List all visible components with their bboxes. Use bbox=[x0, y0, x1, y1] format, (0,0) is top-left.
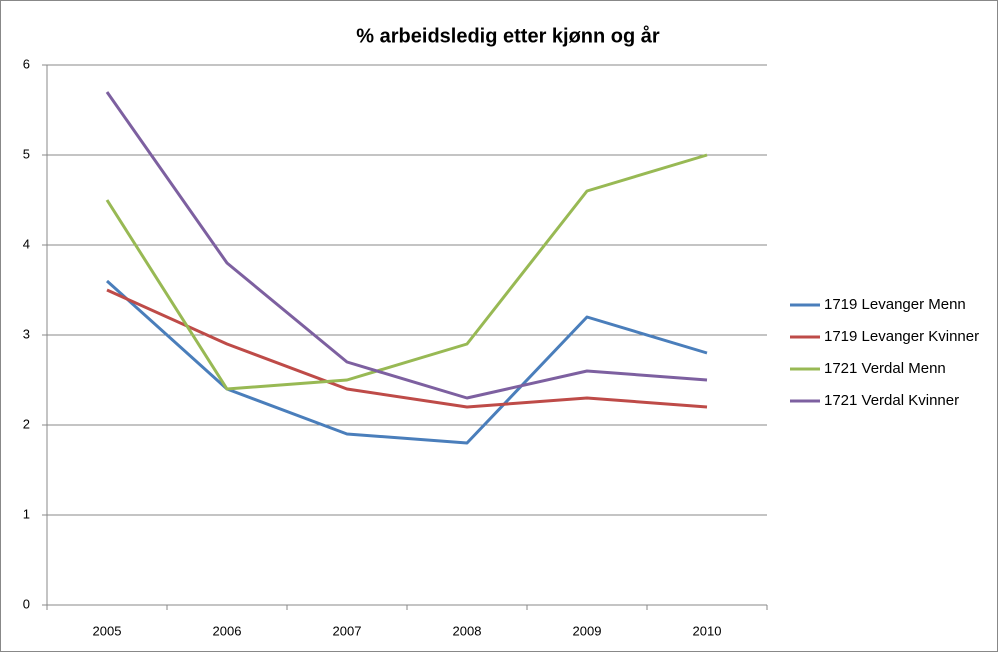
series-line bbox=[105, 153, 708, 391]
legend-label: 1719 Levanger Kvinner bbox=[824, 328, 979, 345]
x-tick-label: 2009 bbox=[573, 623, 602, 638]
x-tick-label: 2005 bbox=[93, 623, 122, 638]
y-tick-label: 0 bbox=[23, 596, 30, 611]
x-tick-label: 2006 bbox=[213, 623, 242, 638]
legend-label: 1721 Verdal Menn bbox=[824, 360, 946, 377]
y-tick-label: 2 bbox=[23, 416, 30, 431]
series-line bbox=[106, 288, 708, 409]
x-tick-label: 2007 bbox=[333, 623, 362, 638]
x-tick-label: 2010 bbox=[693, 623, 722, 638]
y-tick-label: 4 bbox=[23, 236, 30, 251]
y-tick-label: 3 bbox=[23, 326, 30, 341]
y-tick-label: 1 bbox=[23, 506, 30, 521]
y-tick-label: 5 bbox=[23, 146, 30, 161]
y-tick-label: 6 bbox=[23, 56, 30, 71]
series-line bbox=[105, 91, 708, 400]
legend-label: 1719 Levanger Menn bbox=[824, 296, 966, 313]
chart-title: % arbeidsledig etter kjønn og år bbox=[356, 24, 660, 47]
x-tick-label: 2008 bbox=[453, 623, 482, 638]
legend-label: 1721 Verdal Kvinner bbox=[824, 392, 959, 409]
legend: 1719 Levanger Menn 1719 Levanger Kvinner 1… bbox=[790, 296, 979, 409]
series-line bbox=[105, 279, 708, 445]
